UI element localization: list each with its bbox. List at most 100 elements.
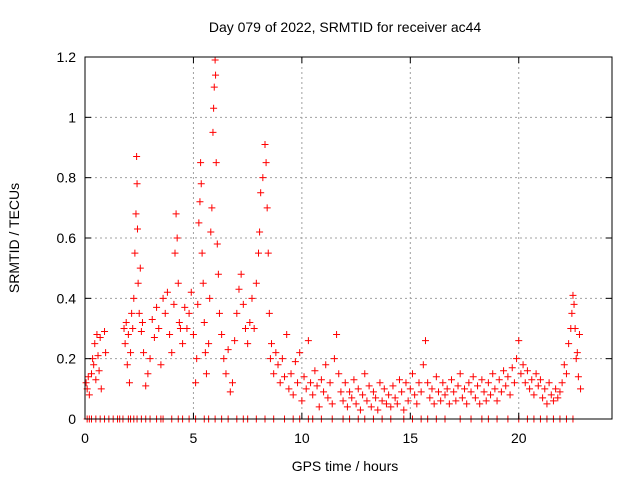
- data-point: [170, 300, 178, 308]
- data-point: [220, 355, 228, 363]
- data-point: [400, 406, 408, 414]
- data-point: [443, 385, 451, 393]
- data-point: [294, 379, 302, 387]
- data-point: [125, 379, 133, 387]
- data-point: [278, 355, 286, 363]
- data-point: [211, 56, 219, 64]
- data-point: [463, 400, 471, 408]
- data-point: [558, 379, 566, 387]
- data-point: [395, 376, 403, 384]
- data-point: [571, 325, 579, 332]
- x-tick-label: 5: [190, 430, 198, 446]
- data-point: [138, 318, 146, 326]
- data-point: [363, 397, 371, 405]
- data-point: [565, 340, 573, 348]
- data-point: [569, 291, 577, 299]
- data-point: [510, 379, 518, 387]
- data-point: [324, 394, 332, 402]
- data-point: [454, 382, 462, 390]
- data-point: [497, 388, 505, 396]
- data-point: [159, 294, 167, 302]
- data-point: [452, 397, 460, 405]
- data-point: [346, 388, 354, 396]
- data-point: [523, 367, 531, 375]
- data-point: [484, 379, 492, 387]
- data-point: [129, 325, 137, 332]
- data-point: [192, 379, 200, 387]
- data-point: [218, 331, 226, 339]
- data-point: [222, 370, 230, 378]
- data-point: [402, 379, 410, 387]
- data-point: [302, 385, 310, 393]
- data-point: [445, 400, 453, 408]
- data-point: [231, 337, 239, 345]
- data-point: [96, 334, 104, 342]
- data-point: [244, 340, 252, 348]
- data-point: [264, 249, 272, 257]
- data-point: [474, 382, 482, 390]
- data-point: [424, 379, 432, 387]
- data-point: [480, 388, 488, 396]
- data-point: [209, 128, 217, 136]
- data-point: [276, 379, 284, 387]
- data-point: [215, 309, 223, 317]
- data-point: [187, 288, 195, 296]
- data-point: [560, 361, 568, 369]
- data-point: [372, 394, 380, 402]
- data-point: [307, 379, 315, 387]
- data-point: [135, 309, 143, 317]
- data-point: [547, 391, 555, 399]
- data-point: [127, 349, 135, 357]
- data-point: [174, 279, 182, 287]
- data-point: [272, 349, 280, 357]
- data-point: [224, 346, 232, 354]
- data-point: [262, 159, 270, 167]
- data-point: [330, 355, 338, 363]
- data-point: [250, 325, 258, 332]
- data-point: [552, 385, 560, 393]
- data-point: [419, 361, 427, 369]
- data-point: [568, 309, 576, 317]
- data-point: [265, 309, 273, 317]
- data-point: [254, 249, 262, 257]
- data-point: [570, 300, 578, 308]
- data-point: [337, 388, 345, 396]
- data-point: [304, 337, 312, 345]
- data-point: [166, 331, 174, 339]
- data-point: [389, 382, 397, 390]
- data-point: [517, 370, 525, 378]
- data-point: [526, 385, 534, 393]
- data-point: [155, 325, 163, 332]
- data-point: [313, 382, 321, 390]
- data-point: [148, 315, 156, 323]
- data-point: [161, 309, 169, 317]
- data-point: [435, 388, 443, 396]
- data-point: [385, 391, 393, 399]
- data-point: [380, 385, 388, 393]
- data-point: [333, 331, 341, 339]
- data-point: [171, 249, 179, 257]
- data-point: [393, 400, 401, 408]
- data-point: [140, 349, 148, 357]
- data-point: [426, 394, 434, 402]
- data-point: [88, 370, 96, 378]
- data-point: [504, 373, 512, 381]
- data-point: [554, 394, 562, 402]
- data-point: [562, 370, 570, 378]
- data-point: [123, 361, 131, 369]
- data-point: [508, 364, 516, 372]
- data-point: [85, 391, 93, 399]
- data-point: [534, 382, 542, 390]
- data-point: [263, 204, 271, 212]
- data-point: [266, 355, 274, 363]
- data-point: [193, 355, 201, 363]
- data-point: [367, 403, 375, 411]
- data-point: [408, 370, 416, 378]
- data-point: [322, 361, 330, 369]
- data-point: [309, 391, 317, 399]
- data-point: [270, 370, 278, 378]
- data-point: [142, 382, 150, 390]
- data-point: [543, 400, 551, 408]
- data-point: [467, 388, 475, 396]
